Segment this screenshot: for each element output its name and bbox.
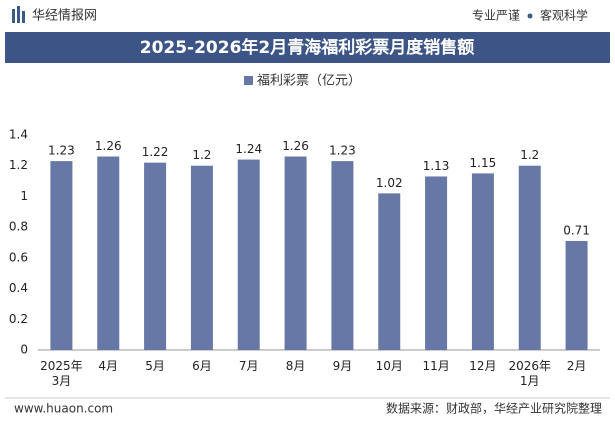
x-tick-label: 2026年 1月 (508, 359, 551, 388)
bar (378, 193, 401, 350)
legend-label: 福利彩票（亿元） (257, 74, 361, 89)
x-tick-label: 8月 (286, 359, 306, 373)
x-tick-label: 5月 (145, 359, 165, 373)
bar (97, 156, 120, 350)
bar (284, 156, 307, 350)
y-tick-label: 0.6 (9, 250, 28, 264)
value-label: 1.2 (192, 148, 211, 162)
y-tick-label: 1.2 (9, 158, 28, 172)
logo-icon (17, 6, 20, 23)
value-label: 1.15 (470, 156, 497, 170)
bar (190, 165, 213, 350)
x-tick-label: 2025年 3月 (40, 359, 83, 388)
bar (144, 162, 167, 350)
x-tick-label: 10月 (376, 359, 403, 373)
tagline-dot (527, 13, 533, 19)
x-tick-label: 11月 (422, 359, 449, 373)
x-tick-label: 2月 (567, 359, 587, 373)
value-label: 1.23 (48, 144, 75, 158)
y-tick-label: 0.8 (9, 220, 28, 234)
legend-swatch (244, 76, 253, 85)
x-tick-label: 7月 (239, 359, 259, 373)
title-bar (5, 32, 610, 63)
x-tick-label: 9月 (333, 359, 353, 373)
y-tick-label: 0.2 (9, 312, 28, 326)
value-label: 0.71 (563, 223, 590, 237)
bar (425, 176, 448, 350)
bar (237, 159, 260, 350)
y-tick-label: 0 (20, 343, 28, 357)
y-tick-label: 1.4 (9, 128, 28, 142)
footer-website: www.huaon.com (14, 402, 113, 416)
logo-icon (12, 9, 15, 23)
logo-text: 华经情报网 (32, 9, 97, 24)
value-label: 1.2 (520, 148, 539, 162)
value-label: 1.22 (142, 145, 169, 159)
value-label: 1.13 (423, 159, 450, 173)
value-label: 1.24 (235, 142, 262, 156)
bar (50, 161, 73, 350)
footer-source: 数据来源：财政部，华经产业研究院整理 (386, 401, 602, 416)
y-tick-label: 0.4 (9, 281, 28, 295)
value-label: 1.23 (329, 144, 356, 158)
chart-title: 2025-2026年2月青海福利彩票月度销售额 (140, 37, 475, 58)
tagline: 专业严谨 (472, 8, 520, 23)
bar (518, 165, 541, 350)
value-label: 1.26 (282, 139, 309, 153)
x-tick-label: 12月 (469, 359, 496, 373)
bar (565, 240, 588, 350)
x-tick-label: 6月 (192, 359, 212, 373)
value-label: 1.26 (95, 139, 122, 153)
bar (471, 173, 494, 350)
value-label: 1.02 (376, 176, 403, 190)
x-tick-label: 4月 (98, 359, 118, 373)
logo-icon (22, 11, 25, 23)
y-tick-label: 1 (20, 189, 28, 203)
bar (331, 161, 354, 350)
tagline: 客观科学 (540, 8, 588, 23)
